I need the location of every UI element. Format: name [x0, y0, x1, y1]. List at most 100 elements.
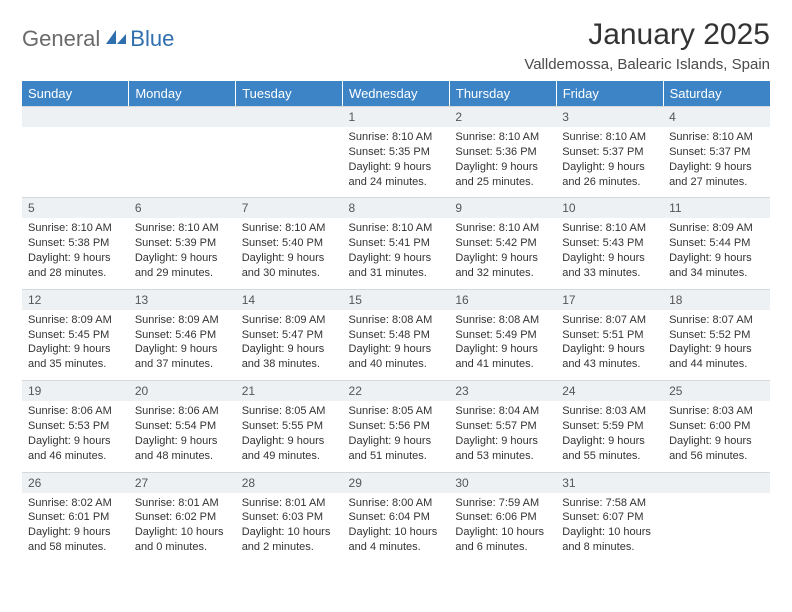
sunset-text: Sunset: 5:48 PM	[349, 328, 444, 343]
day-content: Sunrise: 8:09 AMSunset: 5:47 PMDaylight:…	[236, 310, 343, 380]
day-number: 20	[129, 380, 236, 401]
sunrise-text: Sunrise: 8:10 AM	[455, 130, 550, 145]
sunrise-text: Sunrise: 8:04 AM	[455, 404, 550, 419]
sunset-text: Sunset: 5:45 PM	[28, 328, 123, 343]
day-cell: 27Sunrise: 8:01 AMSunset: 6:02 PMDayligh…	[129, 472, 236, 563]
sunrise-text: Sunrise: 8:09 AM	[669, 221, 764, 236]
daylight-line2: and 2 minutes.	[242, 540, 337, 555]
week-row: 12Sunrise: 8:09 AMSunset: 5:45 PMDayligh…	[22, 289, 770, 380]
month-title: January 2025	[524, 18, 770, 52]
sunrise-text: Sunrise: 8:07 AM	[669, 313, 764, 328]
day-header: Saturday	[663, 81, 770, 106]
sunset-text: Sunset: 6:07 PM	[562, 510, 657, 525]
location-text: Valldemossa, Balearic Islands, Spain	[524, 56, 770, 73]
sunrise-text: Sunrise: 8:03 AM	[562, 404, 657, 419]
day-number: 18	[663, 289, 770, 310]
day-cell: 6Sunrise: 8:10 AMSunset: 5:39 PMDaylight…	[129, 197, 236, 288]
day-content: Sunrise: 8:05 AMSunset: 5:56 PMDaylight:…	[343, 401, 450, 471]
sunset-text: Sunset: 6:02 PM	[135, 510, 230, 525]
sunset-text: Sunset: 6:01 PM	[28, 510, 123, 525]
daylight-line2: and 32 minutes.	[455, 266, 550, 281]
daylight-line1: Daylight: 9 hours	[562, 251, 657, 266]
daylight-line2: and 34 minutes.	[669, 266, 764, 281]
sunrise-text: Sunrise: 8:06 AM	[28, 404, 123, 419]
day-cell: 30Sunrise: 7:59 AMSunset: 6:06 PMDayligh…	[449, 472, 556, 563]
sunrise-text: Sunrise: 8:09 AM	[135, 313, 230, 328]
day-cell: 18Sunrise: 8:07 AMSunset: 5:52 PMDayligh…	[663, 289, 770, 380]
daylight-line2: and 38 minutes.	[242, 357, 337, 372]
daylight-line1: Daylight: 10 hours	[455, 525, 550, 540]
daylight-line2: and 4 minutes.	[349, 540, 444, 555]
day-content: Sunrise: 8:10 AMSunset: 5:41 PMDaylight:…	[343, 218, 450, 288]
sunrise-text: Sunrise: 8:10 AM	[135, 221, 230, 236]
day-number: 16	[449, 289, 556, 310]
day-number: 17	[556, 289, 663, 310]
daylight-line2: and 40 minutes.	[349, 357, 444, 372]
day-number: 10	[556, 197, 663, 218]
daylight-line2: and 33 minutes.	[562, 266, 657, 281]
day-cell: 11 Sunrise: 8:09 AMSunset: 5:44 PMDayligh…	[663, 197, 770, 288]
day-cell: 19Sunrise: 8:06 AMSunset: 5:53 PMDayligh…	[22, 380, 129, 471]
sunset-text: Sunset: 5:42 PM	[455, 236, 550, 251]
daylight-line1: Daylight: 9 hours	[455, 434, 550, 449]
daylight-line1: Daylight: 10 hours	[242, 525, 337, 540]
day-content: Sunrise: 8:04 AMSunset: 5:57 PMDaylight:…	[449, 401, 556, 471]
daylight-line1: Daylight: 9 hours	[669, 251, 764, 266]
daylight-line2: and 30 minutes.	[242, 266, 337, 281]
day-header: Wednesday	[343, 81, 450, 106]
sunset-text: Sunset: 6:06 PM	[455, 510, 550, 525]
day-number: 4	[663, 106, 770, 127]
daylight-line2: and 48 minutes.	[135, 449, 230, 464]
day-number: 12	[22, 289, 129, 310]
daylight-line1: Daylight: 9 hours	[242, 342, 337, 357]
day-cell: 25Sunrise: 8:03 AMSunset: 6:00 PMDayligh…	[663, 380, 770, 471]
daylight-line1: Daylight: 9 hours	[562, 160, 657, 175]
day-cell: 1Sunrise: 8:10 AMSunset: 5:35 PMDaylight…	[343, 106, 450, 197]
day-content: Sunrise: 8:10 AMSunset: 5:39 PMDaylight:…	[129, 218, 236, 288]
day-number-empty	[22, 106, 129, 127]
day-number: 27	[129, 472, 236, 493]
day-content: Sunrise: 8:02 AMSunset: 6:01 PMDaylight:…	[22, 493, 129, 563]
day-cell: 13Sunrise: 8:09 AMSunset: 5:46 PMDayligh…	[129, 289, 236, 380]
day-cell: 22Sunrise: 8:05 AMSunset: 5:56 PMDayligh…	[343, 380, 450, 471]
week-row: 19Sunrise: 8:06 AMSunset: 5:53 PMDayligh…	[22, 380, 770, 471]
daylight-line1: Daylight: 9 hours	[28, 342, 123, 357]
daylight-line2: and 55 minutes.	[562, 449, 657, 464]
day-header: Tuesday	[236, 81, 343, 106]
daylight-line2: and 58 minutes.	[28, 540, 123, 555]
day-cell: 17Sunrise: 8:07 AMSunset: 5:51 PMDayligh…	[556, 289, 663, 380]
sunset-text: Sunset: 5:52 PM	[669, 328, 764, 343]
sunset-text: Sunset: 5:57 PM	[455, 419, 550, 434]
day-cell: 16Sunrise: 8:08 AMSunset: 5:49 PMDayligh…	[449, 289, 556, 380]
sunrise-text: Sunrise: 8:03 AM	[669, 404, 764, 419]
sunset-text: Sunset: 5:36 PM	[455, 145, 550, 160]
day-number: 11	[663, 197, 770, 218]
sunset-text: Sunset: 5:44 PM	[669, 236, 764, 251]
daylight-line2: and 44 minutes.	[669, 357, 764, 372]
day-content: Sunrise: 7:59 AMSunset: 6:06 PMDaylight:…	[449, 493, 556, 563]
sunset-text: Sunset: 6:00 PM	[669, 419, 764, 434]
calendar-table: SundayMondayTuesdayWednesdayThursdayFrid…	[22, 81, 770, 563]
day-content: Sunrise: 8:10 AMSunset: 5:35 PMDaylight:…	[343, 127, 450, 197]
day-header: Thursday	[449, 81, 556, 106]
daylight-line2: and 28 minutes.	[28, 266, 123, 281]
day-content: Sunrise: 8:10 AMSunset: 5:36 PMDaylight:…	[449, 127, 556, 197]
week-row: 1Sunrise: 8:10 AMSunset: 5:35 PMDaylight…	[22, 106, 770, 197]
day-number-empty	[129, 106, 236, 127]
daylight-line1: Daylight: 9 hours	[349, 434, 444, 449]
day-number: 7	[236, 197, 343, 218]
sunset-text: Sunset: 5:37 PM	[669, 145, 764, 160]
daylight-line1: Daylight: 9 hours	[135, 434, 230, 449]
sunset-text: Sunset: 5:59 PM	[562, 419, 657, 434]
day-number: 1	[343, 106, 450, 127]
day-content: Sunrise: 8:03 AMSunset: 6:00 PMDaylight:…	[663, 401, 770, 471]
daylight-line2: and 49 minutes.	[242, 449, 337, 464]
daylight-line2: and 35 minutes.	[28, 357, 123, 372]
sunrise-text: Sunrise: 8:10 AM	[28, 221, 123, 236]
sunrise-text: Sunrise: 8:08 AM	[455, 313, 550, 328]
sunrise-text: Sunrise: 8:06 AM	[135, 404, 230, 419]
daylight-line1: Daylight: 9 hours	[562, 342, 657, 357]
daylight-line1: Daylight: 9 hours	[349, 251, 444, 266]
day-content: Sunrise: 8:07 AMSunset: 5:51 PMDaylight:…	[556, 310, 663, 380]
day-cell: 15Sunrise: 8:08 AMSunset: 5:48 PMDayligh…	[343, 289, 450, 380]
